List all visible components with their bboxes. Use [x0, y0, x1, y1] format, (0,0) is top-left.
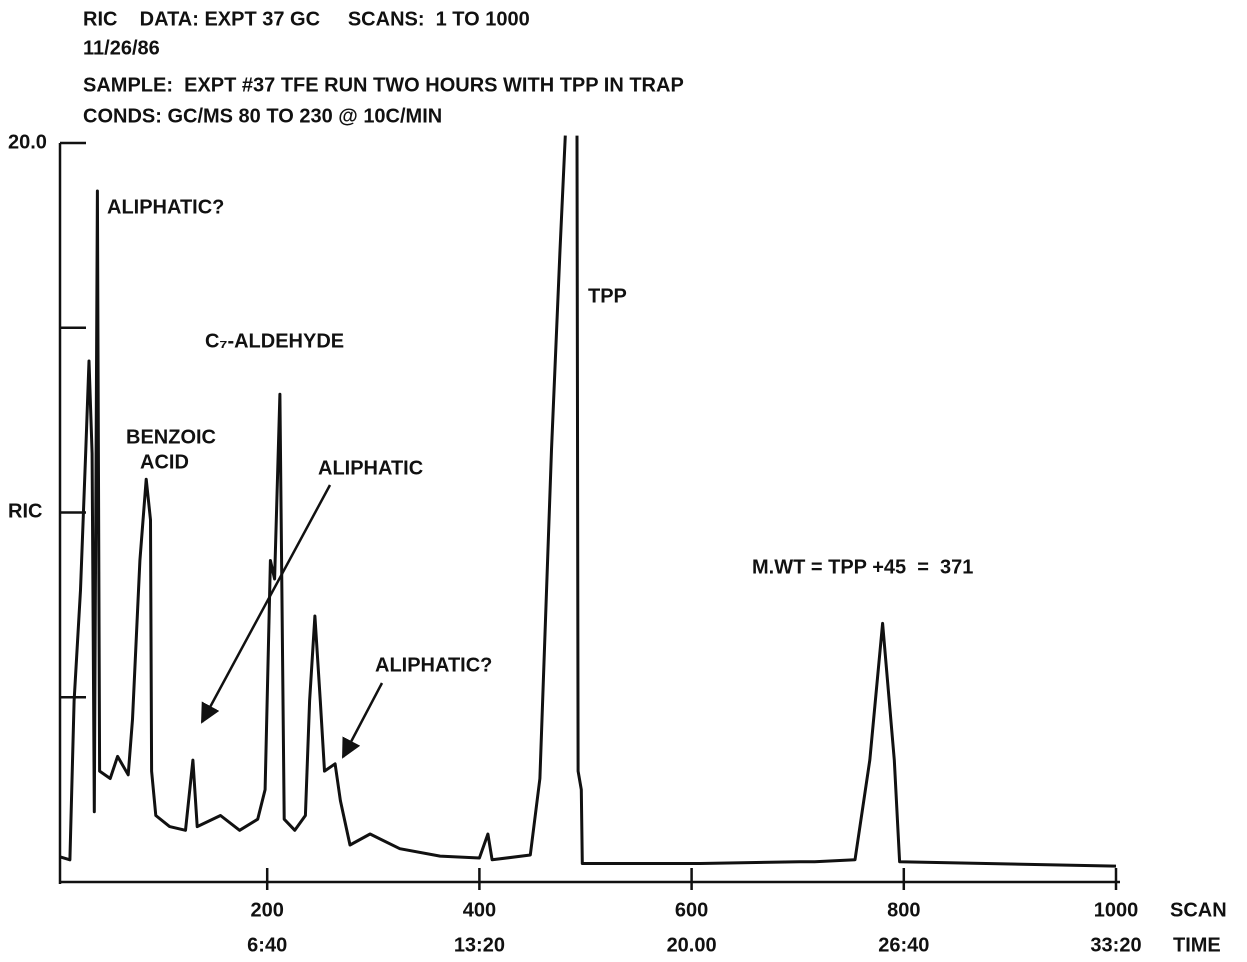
x-tick-label: 800 [887, 899, 920, 921]
title-line: RIC DATA: EXPT 37 GC SCANS: 1 TO 1000 [83, 8, 530, 30]
annotation: M.WT = TPP +45 = 371 [752, 556, 973, 578]
annotation: TPP [588, 285, 627, 307]
arrow [341, 682, 384, 759]
annotation: ALIPHATIC? [375, 654, 492, 676]
x-tick-label: 400 [463, 899, 496, 921]
annotation: BENZOIC [126, 426, 216, 448]
annotation: C₇-ALDEHYDE [205, 330, 344, 352]
title-line: SAMPLE: EXPT #37 TFE RUN TWO HOURS WITH … [83, 74, 684, 96]
y-tick-label: 20.0 [8, 131, 47, 153]
annotation: ACID [140, 451, 189, 473]
time-tick-label: 13:20 [454, 934, 505, 956]
arrow [200, 484, 332, 724]
title-line: CONDS: GC/MS 80 TO 230 @ 10C/MIN [83, 105, 442, 127]
x-axis-label: SCAN [1170, 899, 1227, 921]
annotation: ALIPHATIC? [107, 196, 224, 218]
time-tick-label: 33:20 [1090, 934, 1141, 956]
time-tick-label: 20.00 [667, 934, 717, 956]
annotation: ALIPHATIC [318, 457, 423, 479]
title-line: 11/26/86 [83, 37, 160, 59]
trace [59, 135, 1117, 868]
x-tick-label: 200 [251, 899, 284, 921]
y-axis-label: RIC [8, 500, 42, 522]
time-tick-label: 6:40 [247, 934, 287, 956]
x-tick-label: 600 [675, 899, 708, 921]
time-tick-label: 26:40 [878, 934, 929, 956]
x-tick-label: 1000 [1094, 899, 1139, 921]
x2-axis-label: TIME [1173, 934, 1221, 956]
